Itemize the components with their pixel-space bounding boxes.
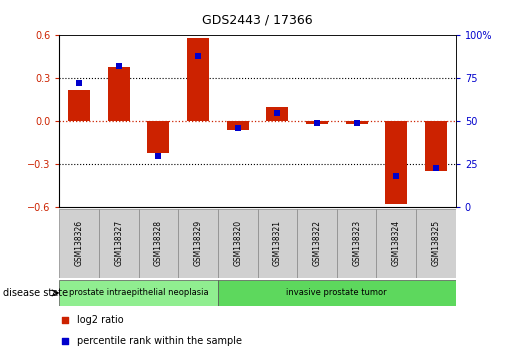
Text: GSM138323: GSM138323 xyxy=(352,220,361,267)
Text: disease state: disease state xyxy=(3,288,67,298)
Bar xyxy=(68,90,90,121)
Text: percentile rank within the sample: percentile rank within the sample xyxy=(77,336,242,346)
Bar xyxy=(227,121,249,130)
Point xyxy=(61,338,70,344)
Bar xyxy=(147,121,169,153)
Point xyxy=(154,153,163,159)
Point xyxy=(234,125,242,131)
Text: log2 ratio: log2 ratio xyxy=(77,315,124,325)
Bar xyxy=(258,209,297,278)
Text: GSM138320: GSM138320 xyxy=(233,220,242,267)
Bar xyxy=(59,209,99,278)
Bar xyxy=(218,209,258,278)
Bar xyxy=(416,209,456,278)
Text: GSM138326: GSM138326 xyxy=(75,220,83,267)
Bar xyxy=(306,121,328,124)
Bar xyxy=(187,38,209,121)
Point xyxy=(392,173,401,179)
Bar xyxy=(139,209,178,278)
Text: GSM138328: GSM138328 xyxy=(154,221,163,266)
Point xyxy=(432,165,440,170)
Bar xyxy=(108,67,130,121)
Bar xyxy=(99,209,139,278)
Bar xyxy=(385,121,407,204)
Text: prostate intraepithelial neoplasia: prostate intraepithelial neoplasia xyxy=(68,289,209,297)
Text: GSM138321: GSM138321 xyxy=(273,221,282,266)
Point xyxy=(313,120,321,126)
Bar xyxy=(346,121,368,124)
Point xyxy=(273,110,281,115)
Point xyxy=(352,120,360,126)
Point xyxy=(194,53,202,59)
Text: GSM138327: GSM138327 xyxy=(114,220,123,267)
Text: GSM138329: GSM138329 xyxy=(194,220,202,267)
Bar xyxy=(59,280,218,306)
Point xyxy=(75,81,83,86)
Bar xyxy=(297,209,337,278)
Bar xyxy=(337,209,376,278)
Text: invasive prostate tumor: invasive prostate tumor xyxy=(286,289,387,297)
Text: GSM138325: GSM138325 xyxy=(432,220,440,267)
Bar xyxy=(266,107,288,121)
Bar xyxy=(218,280,456,306)
Point xyxy=(114,63,123,69)
Bar xyxy=(425,121,447,171)
Text: GSM138322: GSM138322 xyxy=(313,221,321,266)
Text: GSM138324: GSM138324 xyxy=(392,220,401,267)
Bar xyxy=(376,209,416,278)
Point xyxy=(61,317,70,323)
Bar xyxy=(178,209,218,278)
Text: GDS2443 / 17366: GDS2443 / 17366 xyxy=(202,13,313,27)
